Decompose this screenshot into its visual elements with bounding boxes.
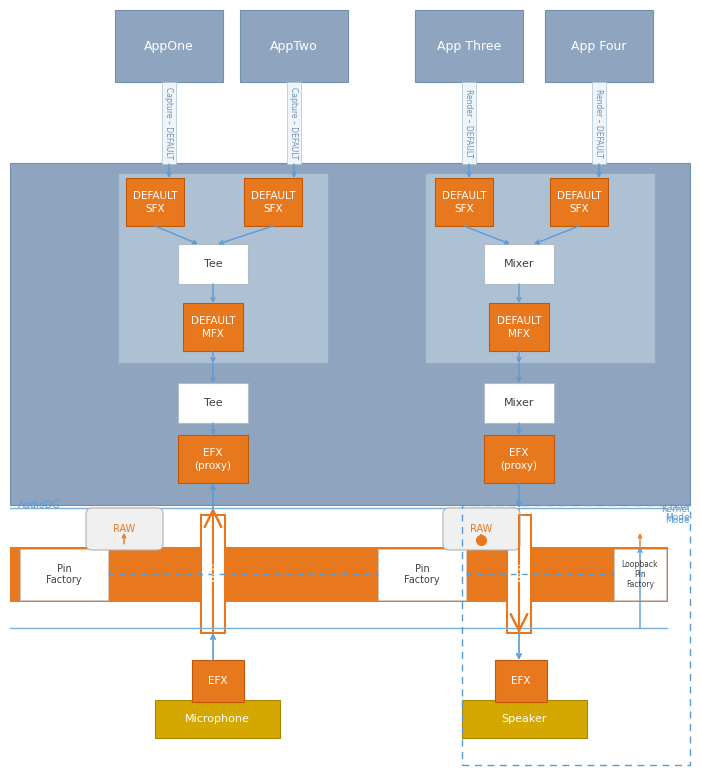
Bar <box>415 10 523 82</box>
Text: DEFAULT: DEFAULT <box>191 316 235 326</box>
FancyBboxPatch shape <box>443 508 520 550</box>
Text: EFX: EFX <box>509 448 529 458</box>
Text: Capture – DEFAULT: Capture – DEFAULT <box>164 87 173 159</box>
Text: App Three: App Three <box>437 39 501 52</box>
Text: DEFAULT: DEFAULT <box>133 191 178 201</box>
Bar <box>115 10 223 82</box>
Bar <box>489 303 549 351</box>
Text: SFX: SFX <box>263 204 283 214</box>
Text: RAW: RAW <box>515 563 524 583</box>
Text: (proxy): (proxy) <box>194 461 232 471</box>
Text: AppTwo: AppTwo <box>270 39 318 52</box>
Text: MFX: MFX <box>508 330 530 340</box>
Bar <box>244 178 302 226</box>
Text: AudioDG: AudioDG <box>18 500 61 510</box>
Text: Tee: Tee <box>204 259 223 269</box>
Text: App Four: App Four <box>571 39 627 52</box>
Text: EFX: EFX <box>204 448 223 458</box>
Text: EFX: EFX <box>208 676 227 686</box>
Text: Capture – DEFAULT: Capture – DEFAULT <box>289 87 298 159</box>
Bar <box>507 515 531 633</box>
Bar <box>162 82 176 164</box>
Bar <box>20 549 108 600</box>
Text: DEFAULT: DEFAULT <box>557 191 602 201</box>
Bar <box>178 435 248 483</box>
Text: RAW: RAW <box>114 524 135 534</box>
Text: SFX: SFX <box>569 204 589 214</box>
Bar <box>484 435 554 483</box>
Bar <box>178 383 248 423</box>
Bar <box>378 549 466 600</box>
Bar <box>435 178 493 226</box>
Bar <box>201 515 225 633</box>
Text: DEFAULT: DEFAULT <box>497 316 541 326</box>
Text: Microphone: Microphone <box>185 714 249 724</box>
Text: Render – DEFAULT: Render – DEFAULT <box>465 89 474 157</box>
Bar <box>10 547 668 602</box>
Bar <box>614 549 666 600</box>
Bar <box>592 82 606 164</box>
Bar <box>183 303 243 351</box>
Bar <box>126 178 184 226</box>
Bar <box>545 10 653 82</box>
Bar <box>462 700 587 738</box>
Bar <box>192 660 244 702</box>
FancyBboxPatch shape <box>86 508 163 550</box>
Bar <box>495 660 547 702</box>
Text: RAW: RAW <box>208 563 218 583</box>
Bar <box>425 173 655 363</box>
Bar <box>484 383 554 423</box>
Bar <box>118 173 328 363</box>
Text: DEFAULT: DEFAULT <box>251 191 296 201</box>
Text: AppOne: AppOne <box>144 39 194 52</box>
Text: Mixer: Mixer <box>504 398 534 408</box>
Text: Pin
Factory: Pin Factory <box>46 564 82 585</box>
Bar <box>550 178 608 226</box>
Text: Kernel
Mode: Kernel Mode <box>661 505 690 524</box>
Text: MFX: MFX <box>202 330 224 340</box>
Text: Render – DEFAULT: Render – DEFAULT <box>595 89 604 157</box>
Bar <box>462 82 476 164</box>
Bar <box>240 10 348 82</box>
Text: Pin
Factory: Pin Factory <box>404 564 440 585</box>
Text: EFX: EFX <box>511 676 531 686</box>
Text: Tee: Tee <box>204 398 223 408</box>
Bar <box>287 82 301 164</box>
Text: User
Mode: User Mode <box>665 503 690 522</box>
Text: Speaker: Speaker <box>501 714 547 724</box>
Text: Loopback
Pin
Factory: Loopback Pin Factory <box>622 560 658 589</box>
Bar <box>484 244 554 284</box>
Text: SFX: SFX <box>454 204 474 214</box>
Text: (proxy): (proxy) <box>501 461 538 471</box>
Text: SFX: SFX <box>145 204 165 214</box>
Bar <box>178 244 248 284</box>
Text: DEFAULT: DEFAULT <box>442 191 486 201</box>
Text: RAW: RAW <box>470 524 493 534</box>
Bar <box>10 163 690 505</box>
Bar <box>462 505 690 765</box>
Text: Mixer: Mixer <box>504 259 534 269</box>
Bar <box>10 508 690 628</box>
Bar <box>155 700 280 738</box>
